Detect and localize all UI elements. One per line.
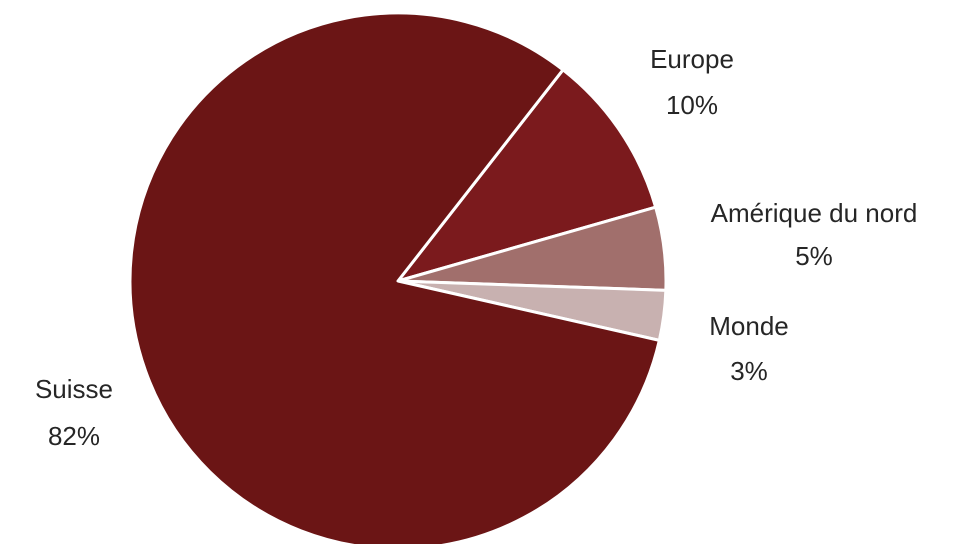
pie-slices: [128, 11, 668, 544]
slice-value-europe: 10%: [666, 90, 718, 120]
slice-value-amerique-du-nord: 5%: [795, 241, 833, 271]
slice-label-suisse: Suisse: [35, 374, 113, 404]
slice-label-monde: Monde: [709, 311, 789, 341]
slice-label-europe: Europe: [650, 44, 734, 74]
pie-labels: Europe 10% Amérique du nord 5% Monde 3% Suisse…: [35, 44, 917, 451]
pie-slice-europe: [396, 68, 658, 283]
slice-value-suisse: 82%: [48, 421, 100, 451]
slice-value-monde: 3%: [730, 356, 768, 386]
pie-slice-suisse: [128, 11, 661, 544]
slice-label-amerique-du-nord: Amérique du nord: [711, 198, 918, 228]
